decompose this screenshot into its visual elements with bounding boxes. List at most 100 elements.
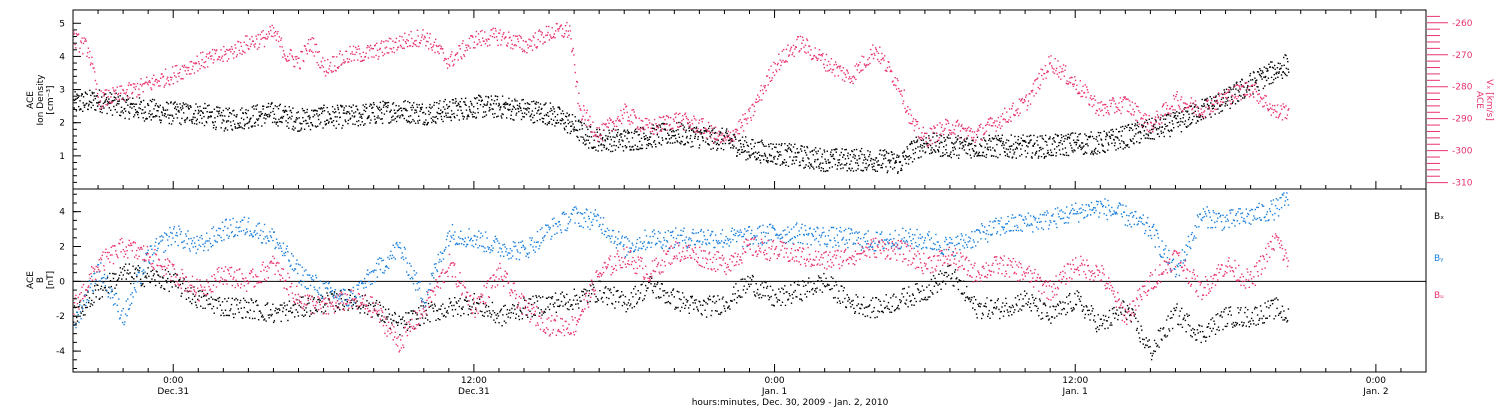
ion-density-point [1051,155,1052,156]
ion-density-point [193,113,194,114]
ion-density-point [804,146,805,147]
vx-point [1122,106,1123,107]
vx-point [584,119,585,120]
b-point [434,304,435,305]
vx-point [1036,93,1037,94]
ion-density-point [638,149,639,150]
vx-point [223,46,224,47]
vx-point [958,125,959,126]
ion-density-point [528,111,529,112]
vx-point [164,85,165,86]
ion-density-point [522,113,523,114]
vx-point [1147,123,1148,124]
ion-density-point [566,116,567,117]
ion-density-point [874,159,875,160]
ion-density-point [618,147,619,148]
ion-density-point [545,102,546,103]
b-point [441,305,442,306]
vx-point [403,39,404,40]
ion-density-point [885,158,886,159]
ion-density-point [128,98,129,99]
vx-point [653,134,654,135]
ion-density-point [593,146,594,147]
vx-point [269,33,270,34]
ion-density-point [1210,96,1211,97]
ion-density-point [432,119,433,120]
ion-density-point [170,101,171,102]
vx-point [227,50,228,51]
b-point [267,302,268,303]
b-point [83,314,84,315]
vx-point [1249,96,1250,97]
vx-point [213,62,214,63]
vx-point [1161,122,1162,123]
b-point [152,270,153,271]
ion-density-point [915,152,916,153]
ion-density-point [178,110,179,111]
ion-density-point [435,122,436,123]
ion-density-point [430,108,431,109]
ion-density-point [1203,118,1204,119]
ion-density-point [917,139,918,140]
vx-point [166,78,167,79]
vx-point [1057,74,1058,75]
ion-density-point [420,107,421,108]
vx-point [1063,64,1064,65]
b-point [132,277,133,278]
ion-density-point [378,117,379,118]
ion-density-point [954,142,955,143]
vx-point [943,134,944,135]
ion-density-point [1053,155,1054,156]
ion-density-point [543,118,544,119]
ion-density-point [243,119,244,120]
ion-density-point [1017,148,1018,149]
vx-point [554,37,555,38]
vx-point [156,79,157,80]
ion-density-point [941,135,942,136]
vx-point [1134,111,1135,112]
ion-density-point [1097,151,1098,152]
ion-density-point [345,105,346,106]
vx-point [209,52,210,53]
ion-density-point [1025,150,1026,151]
ion-density-point [764,146,765,147]
vx-point [822,55,823,56]
vx-point [133,87,134,88]
ion-density-point [199,122,200,123]
ion-density-point [274,121,275,122]
vx-point [1102,109,1103,110]
ion-density-point [174,108,175,109]
vx-point [1106,106,1107,107]
ion-density-point [908,159,909,160]
ion-density-point [1242,79,1243,80]
ion-density-point [1066,152,1067,153]
ion-density-point [498,103,499,104]
vx-point [712,132,713,133]
ion-density-point [596,129,597,130]
ion-density-point [901,168,902,169]
vx-point [232,53,233,54]
ion-density-point [1240,95,1241,96]
ion-density-point [1078,140,1079,141]
vx-point [910,123,911,124]
b-point [405,324,406,325]
vx-point [354,54,355,55]
ion-density-point [437,118,438,119]
ion-density-point [239,127,240,128]
b-point [489,312,490,313]
vx-point [333,71,334,72]
vx-point [1165,102,1166,103]
ion-density-point [759,155,760,156]
ion-density-point [1079,145,1080,146]
ion-density-point [827,170,828,171]
b-point [238,308,239,309]
vx-point [1046,72,1047,73]
b-point [147,273,148,274]
ion-density-point [893,153,894,154]
ion-density-point [291,112,292,113]
vx-point [192,66,193,67]
vx-point [755,102,756,103]
vx-point [1071,77,1072,78]
ion-density-point [539,119,540,120]
vx-point [1108,112,1109,113]
